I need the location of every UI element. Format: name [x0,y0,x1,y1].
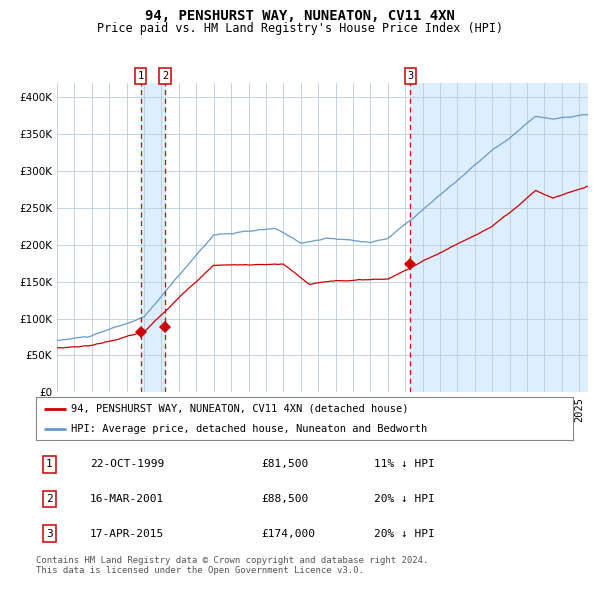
Text: 17-APR-2015: 17-APR-2015 [90,529,164,539]
Text: 3: 3 [407,71,413,81]
Text: 1: 1 [137,71,143,81]
Text: HPI: Average price, detached house, Nuneaton and Bedworth: HPI: Average price, detached house, Nune… [71,424,427,434]
Text: £81,500: £81,500 [262,460,309,470]
Bar [410,83,588,392]
Text: Contains HM Land Registry data © Crown copyright and database right 2024.
This d: Contains HM Land Registry data © Crown c… [36,556,428,575]
Text: 94, PENSHURST WAY, NUNEATON, CV11 4XN (detached house): 94, PENSHURST WAY, NUNEATON, CV11 4XN (d… [71,404,409,414]
Text: 20% ↓ HPI: 20% ↓ HPI [374,494,435,504]
Text: 1: 1 [46,460,53,470]
Text: 22-OCT-1999: 22-OCT-1999 [90,460,164,470]
Bar [140,83,165,392]
Text: Price paid vs. HM Land Registry's House Price Index (HPI): Price paid vs. HM Land Registry's House … [97,22,503,35]
Text: £174,000: £174,000 [262,529,316,539]
Text: £88,500: £88,500 [262,494,309,504]
Text: 16-MAR-2001: 16-MAR-2001 [90,494,164,504]
Text: 94, PENSHURST WAY, NUNEATON, CV11 4XN: 94, PENSHURST WAY, NUNEATON, CV11 4XN [145,9,455,23]
Text: 20% ↓ HPI: 20% ↓ HPI [374,529,435,539]
Text: 2: 2 [162,71,168,81]
Text: 11% ↓ HPI: 11% ↓ HPI [374,460,435,470]
Text: 3: 3 [46,529,53,539]
Text: 2: 2 [46,494,53,504]
